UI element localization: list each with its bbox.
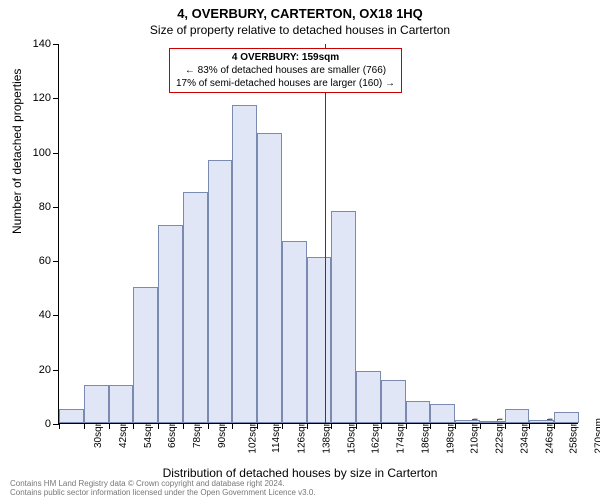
histogram-bar <box>529 420 554 423</box>
y-tick <box>53 370 59 371</box>
x-tick <box>356 423 357 429</box>
annotation-box: 4 OVERBURY: 159sqm← 83% of detached hous… <box>169 48 402 93</box>
x-tick <box>282 423 283 429</box>
annotation-line-2: 17% of semi-detached houses are larger (… <box>176 77 395 90</box>
y-tick-label: 80 <box>21 201 51 213</box>
x-tick-label: 114sqm <box>271 418 282 453</box>
y-tick-label: 140 <box>21 38 51 50</box>
x-tick-label: 270sqm <box>594 418 600 454</box>
x-tick <box>406 423 407 429</box>
y-tick <box>53 98 59 99</box>
x-tick <box>455 423 456 429</box>
y-tick <box>53 315 59 316</box>
footer-attribution: Contains HM Land Registry data © Crown c… <box>10 480 316 498</box>
y-tick-label: 0 <box>21 418 51 430</box>
subtitle: Size of property relative to detached ho… <box>0 21 600 37</box>
y-tick <box>53 261 59 262</box>
address-title: 4, OVERBURY, CARTERTON, OX18 1HQ <box>0 0 600 21</box>
y-tick-label: 20 <box>21 364 51 376</box>
x-tick <box>109 423 110 429</box>
x-tick <box>59 423 60 429</box>
annotation-line-1: ← 83% of detached houses are smaller (76… <box>176 64 395 77</box>
x-tick <box>158 423 159 429</box>
x-tick <box>257 423 258 429</box>
annotation-title: 4 OVERBURY: 159sqm <box>176 51 395 64</box>
plot-area: 02040608010012014030sqm42sqm54sqm66sqm78… <box>58 44 578 424</box>
x-tick <box>480 423 481 429</box>
y-tick-label: 100 <box>21 147 51 159</box>
y-tick <box>53 153 59 154</box>
histogram-bar <box>257 133 282 423</box>
histogram-bar <box>505 409 530 423</box>
x-tick <box>331 423 332 429</box>
histogram-bar <box>480 421 505 423</box>
x-tick-label: 258sqm <box>569 418 580 454</box>
y-tick-label: 60 <box>21 255 51 267</box>
x-tick <box>505 423 506 429</box>
x-tick <box>381 423 382 429</box>
x-tick <box>84 423 85 429</box>
histogram-bar <box>331 211 356 423</box>
histogram-bar <box>109 385 134 423</box>
footer-line-2: Contains public sector information licen… <box>10 489 316 498</box>
property-marker-line <box>325 44 326 423</box>
y-tick <box>53 207 59 208</box>
y-tick-label: 120 <box>21 92 51 104</box>
histogram-bar <box>554 412 579 423</box>
x-tick <box>554 423 555 429</box>
x-tick <box>529 423 530 429</box>
histogram-bar <box>307 257 332 423</box>
histogram-bar <box>84 385 109 423</box>
x-tick <box>232 423 233 429</box>
x-tick <box>307 423 308 429</box>
y-tick-label: 40 <box>21 309 51 321</box>
x-tick <box>133 423 134 429</box>
histogram-bar <box>133 287 158 423</box>
x-tick <box>208 423 209 429</box>
x-tick <box>430 423 431 429</box>
histogram-bar <box>158 225 183 423</box>
histogram-bar <box>232 105 257 423</box>
histogram-bar <box>381 380 406 423</box>
histogram-bar <box>208 160 233 423</box>
histogram-bar <box>282 241 307 423</box>
histogram-bar <box>455 420 480 423</box>
histogram-bar <box>59 409 84 423</box>
histogram-bar <box>183 192 208 423</box>
histogram-bar <box>430 404 455 423</box>
x-axis-label: Distribution of detached houses by size … <box>0 466 600 480</box>
x-tick <box>183 423 184 429</box>
histogram-bar <box>406 401 431 423</box>
y-tick <box>53 44 59 45</box>
histogram-bar <box>356 371 381 423</box>
